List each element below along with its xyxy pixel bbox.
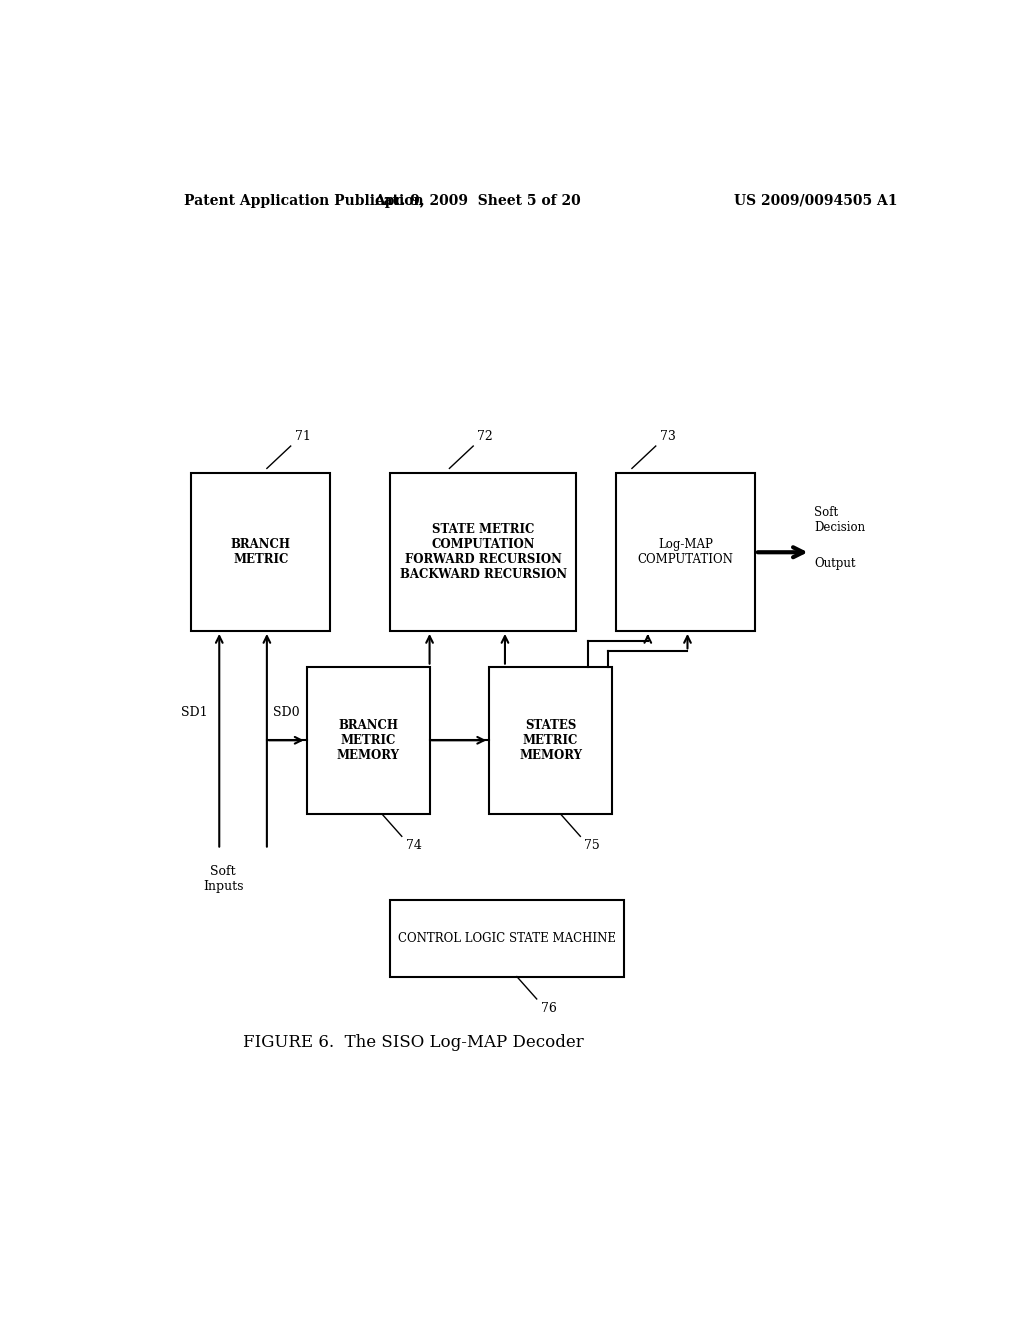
Bar (616, 474, 755, 631)
Text: Log-MAP
COMPUTATION: Log-MAP COMPUTATION (638, 539, 733, 566)
Text: BRANCH
METRIC
MEMORY: BRANCH METRIC MEMORY (337, 719, 399, 762)
Text: 71: 71 (295, 430, 310, 444)
Text: 73: 73 (659, 430, 676, 444)
Text: FIGURE 6.  The SISO Log-MAP Decoder: FIGURE 6. The SISO Log-MAP Decoder (244, 1034, 584, 1051)
Text: Output: Output (814, 557, 856, 570)
Bar (390, 900, 624, 977)
Text: BRANCH
METRIC: BRANCH METRIC (231, 539, 291, 566)
Text: Soft
Decision: Soft Decision (814, 506, 865, 535)
Text: Soft
Inputs: Soft Inputs (203, 865, 244, 892)
Text: 72: 72 (477, 430, 493, 444)
Bar (390, 474, 577, 631)
Text: STATES
METRIC
MEMORY: STATES METRIC MEMORY (519, 719, 582, 762)
Text: SD0: SD0 (273, 706, 300, 719)
Bar (191, 474, 331, 631)
Text: CONTROL LOGIC STATE MACHINE: CONTROL LOGIC STATE MACHINE (398, 932, 616, 945)
Text: Apr. 9, 2009  Sheet 5 of 20: Apr. 9, 2009 Sheet 5 of 20 (374, 194, 581, 209)
Text: SD1: SD1 (180, 706, 207, 719)
Text: 74: 74 (406, 840, 422, 853)
Bar (489, 667, 612, 814)
Text: STATE METRIC
COMPUTATION
FORWARD RECURSION
BACKWARD RECURSION: STATE METRIC COMPUTATION FORWARD RECURSI… (399, 523, 566, 581)
Text: Patent Application Publication: Patent Application Publication (183, 194, 423, 209)
Text: 75: 75 (585, 840, 600, 853)
Bar (306, 667, 430, 814)
Text: US 2009/0094505 A1: US 2009/0094505 A1 (734, 194, 898, 209)
Text: 76: 76 (541, 1002, 557, 1015)
